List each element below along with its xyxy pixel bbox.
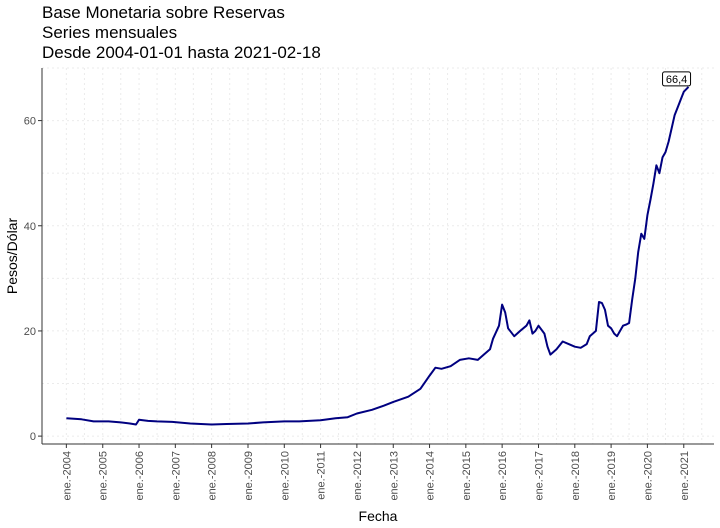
x-tick-label: ene.-2010: [279, 451, 291, 501]
x-tick-label: ene.-2013: [388, 451, 400, 501]
y-tick-label: 0: [30, 431, 36, 443]
x-tick-label: ene.-2005: [98, 451, 110, 501]
x-tick-label: ene.-2018: [570, 451, 582, 501]
x-tick-label: ene.-2020: [642, 451, 654, 501]
x-tick-label: ene.-2008: [207, 451, 219, 501]
x-tick-label: ene.-2009: [243, 451, 255, 501]
chart-date-range: Desde 2004-01-01 hasta 2021-02-18: [42, 43, 321, 62]
x-tick-label: ene.-2007: [170, 451, 182, 501]
x-tick-label: ene.-2011: [316, 451, 328, 500]
x-tick-label: ene.-2014: [425, 451, 437, 501]
x-tick-label: ene.-2012: [352, 451, 364, 501]
x-tick-label: ene.-2006: [134, 451, 146, 501]
last-value-label-box: [662, 71, 692, 87]
x-axis-title: Fecha: [359, 508, 398, 524]
grid-layer: [42, 67, 714, 444]
chart-title: Base Monetaria sobre Reservas: [42, 3, 285, 22]
series-line: [66, 86, 690, 426]
axis-layer: 0 20 40 60 ene.-2004 ene.-2005 ene.-2006 ene.-2…: [24, 68, 714, 501]
y-tick-label: 60: [24, 116, 36, 128]
chart-title-block: Base Monetaria sobre Reservas Series men…: [42, 3, 321, 63]
x-tick-label: ene.-2019: [606, 451, 618, 501]
y-axis-title: Pesos/Dólar: [4, 218, 20, 295]
x-tick-label: ene.-2021: [679, 451, 691, 501]
label-layer: 66,4: [662, 71, 692, 87]
x-tick-label: ene.-2015: [461, 451, 473, 501]
last-value-label: 66,4: [666, 74, 687, 86]
x-tick-label: ene.-2016: [497, 451, 509, 501]
y-tick-label: 20: [24, 326, 36, 338]
x-tick-label: ene.-2017: [534, 451, 546, 501]
line-layer: [66, 86, 690, 426]
chart-subtitle: Series mensuales: [42, 23, 178, 42]
x-tick-label: ene.-2004: [61, 451, 73, 501]
y-tick-label: 40: [24, 221, 36, 233]
